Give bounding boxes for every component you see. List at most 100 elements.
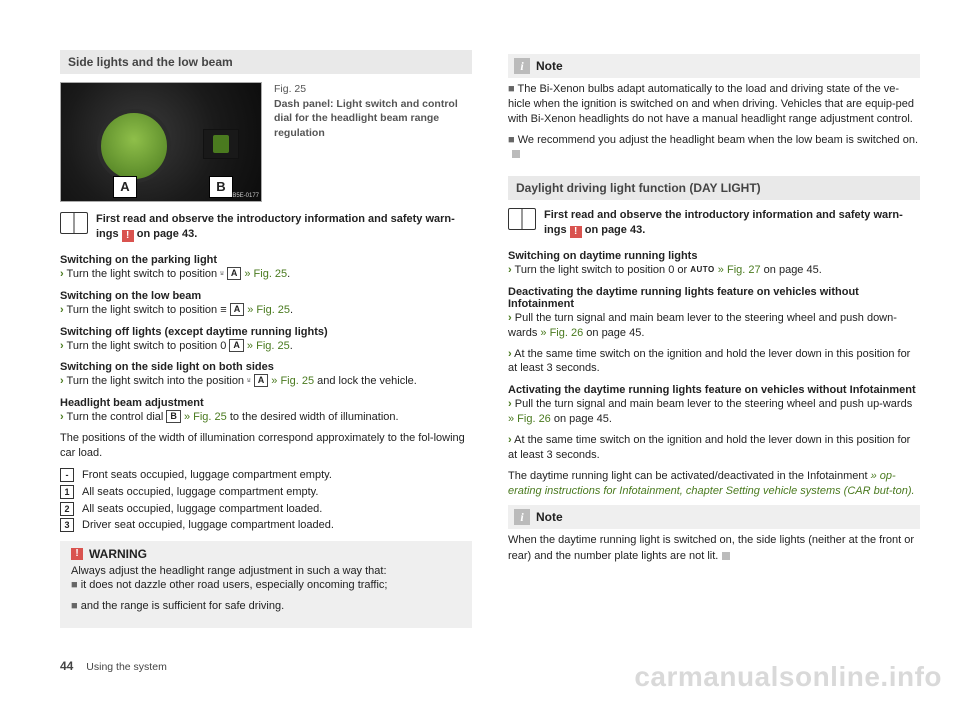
subhead-off: Switching off lights (except daytime run… [60, 326, 472, 338]
chevron-icon: › [508, 348, 512, 360]
page-number: 44 [60, 659, 73, 673]
figure-image: A B B5E-0177 [60, 82, 262, 202]
chevron-icon: › [60, 375, 64, 387]
chevron-icon: › [60, 304, 64, 316]
line-act-1-text: Pull the turn signal and main beam lever… [515, 398, 912, 410]
note2-text-content: When the daytime running light is switch… [508, 534, 914, 561]
left-column: Side lights and the low beam A B B5E-017… [60, 50, 472, 620]
line-headadj: › Turn the control dial B » Fig. 25 to t… [60, 410, 472, 425]
figure-number: Fig. 25 [274, 82, 472, 97]
light-dial [97, 109, 171, 183]
end-marker-icon [512, 150, 520, 158]
position-text: Driver seat occupied, luggage compartmen… [82, 518, 334, 533]
note-title: i Note [508, 505, 920, 529]
note-block-1: i Note ■ The Bi-Xenon bulbs adapt automa… [508, 54, 920, 162]
line-deact-1: › Pull the turn signal and main beam lev… [508, 311, 920, 341]
position-text: All seats occupied, luggage compartment … [82, 502, 322, 517]
warning-item-text: it does not dazzle other road users, esp… [81, 579, 388, 591]
position-key: 1 [60, 485, 74, 499]
section-header-sidelights: Side lights and the low beam [60, 50, 472, 74]
subhead-headadj: Headlight beam adjustment [60, 397, 472, 409]
chevron-icon: › [60, 340, 64, 352]
figure-label-b: B [209, 176, 233, 198]
keycap-b: B [166, 410, 181, 423]
chevron-icon: › [60, 268, 64, 280]
chevron-icon: › [508, 434, 512, 446]
line-off-text: Turn the light switch to position 0 [67, 340, 230, 352]
range-thumbwheel [203, 129, 239, 159]
warning-block: ! WARNING Always adjust the headlight ra… [60, 541, 472, 628]
watermark: carmanualsonline.info [634, 661, 942, 693]
line-drl-on: › Turn the light switch to position 0 or… [508, 263, 920, 278]
chevron-icon: › [60, 411, 64, 423]
book-icon [60, 212, 88, 234]
position-row: 1 All seats occupied, luggage compartment… [60, 485, 472, 500]
chevron-icon: › [508, 398, 512, 410]
warning-item-text: and the range is sufficient for safe dri… [81, 600, 284, 612]
line-drl-on-text: Turn the light switch to position 0 or [515, 264, 691, 276]
subhead-lowbeam: Switching on the low beam [60, 290, 472, 302]
note2-text: When the daytime running light is switch… [508, 533, 920, 564]
position-row: -Front seats occupied, luggage compartme… [60, 468, 472, 483]
line-parking: › Turn the light switch to position ⸚ A … [60, 267, 472, 282]
fig26-tail-1: on page 45. [583, 327, 644, 339]
line-parking-text: Turn the light switch to position [67, 268, 221, 280]
warning-item: ■ it does not dazzle other road users, e… [71, 578, 464, 593]
position-key: - [60, 468, 74, 482]
figure-code: B5E-0177 [232, 193, 259, 199]
warn-icon: ! [570, 226, 582, 238]
warning-lead: Always adjust the headlight range adjust… [71, 565, 464, 577]
line-lowbeam: › Turn the light switch to position ≡ A … [60, 303, 472, 318]
book-icon [508, 208, 536, 230]
figure-title: Dash panel: Light switch and control dia… [274, 98, 458, 139]
chevron-icon: › [508, 264, 512, 276]
line-lowbeam-text: Turn the light switch to position [67, 304, 221, 316]
note-item: ■ We recommend you adjust the headlight … [508, 133, 920, 163]
warning-title: ! WARNING [71, 547, 464, 561]
fig25-ref-5: » Fig. 25 [181, 411, 227, 423]
positions-list: -Front seats occupied, luggage compartme… [60, 468, 472, 533]
lowbeam-symbol: ≡ [220, 304, 226, 316]
positions-intro: The positions of the width of illuminati… [60, 431, 472, 462]
square-bullet-icon: ■ [508, 83, 515, 95]
square-bullet-icon: ■ [508, 134, 515, 146]
subhead-parking: Switching on the parking light [60, 254, 472, 266]
fig25-ref-3: » Fig. 25 [244, 340, 290, 352]
figure-block: A B B5E-0177 Fig. 25 Dash panel: Light s… [60, 82, 472, 202]
fig26-tail-2: on page 45. [551, 413, 612, 425]
keycap-a: A [227, 267, 242, 280]
note-item-text: We recommend you adjust the headlight be… [518, 134, 918, 146]
section-header-daylight: Daylight driving light function (DAY LIG… [508, 176, 920, 200]
fig25-ref-1: » Fig. 25 [241, 268, 287, 280]
fig25-ref-2: » Fig. 25 [244, 304, 290, 316]
warn-icon: ! [122, 230, 134, 242]
subhead-act: Activating the daytime running lights fe… [508, 384, 920, 396]
fig26-ref-2: » Fig. 26 [508, 413, 551, 425]
position-row: 2All seats occupied, luggage compartment… [60, 502, 472, 517]
end-marker-icon [722, 552, 730, 560]
line-headadj-tail: to the desired width of illumination. [227, 411, 399, 423]
warning-item: ■ and the range is sufficient for safe d… [71, 599, 464, 614]
fig25-ref-4: » Fig. 25 [268, 375, 314, 387]
line-side: › Turn the light switch into the positio… [60, 374, 472, 389]
read-first-block: First read and observe the introductory … [60, 212, 472, 242]
line-headadj-text: Turn the control dial [67, 411, 167, 423]
info-icon: i [514, 58, 530, 74]
line-deact-2: › At the same time switch on the ignitio… [508, 347, 920, 377]
warn-icon: ! [71, 548, 83, 560]
fig26-ref-1: » Fig. 26 [540, 327, 583, 339]
chevron-icon: › [508, 312, 512, 324]
read-first-tail: on page 43. [582, 224, 646, 236]
note-block-2: i Note When the daytime running light is… [508, 505, 920, 564]
line-side-tail: and lock the vehicle. [314, 375, 417, 387]
right-column: i Note ■ The Bi-Xenon bulbs adapt automa… [508, 50, 920, 620]
page-footer: 44 Using the system [60, 659, 167, 673]
keycap-a: A [230, 303, 245, 316]
page: Side lights and the low beam A B B5E-017… [0, 0, 960, 640]
read-first-block: First read and observe the introductory … [508, 208, 920, 238]
position-text: All seats occupied, luggage compartment … [82, 485, 318, 500]
note-title-text: Note [536, 510, 563, 524]
position-key: 3 [60, 518, 74, 532]
subhead-deact: Deactivating the daytime running lights … [508, 286, 920, 310]
drl-infotainment: The daytime running light can be activat… [508, 469, 920, 500]
